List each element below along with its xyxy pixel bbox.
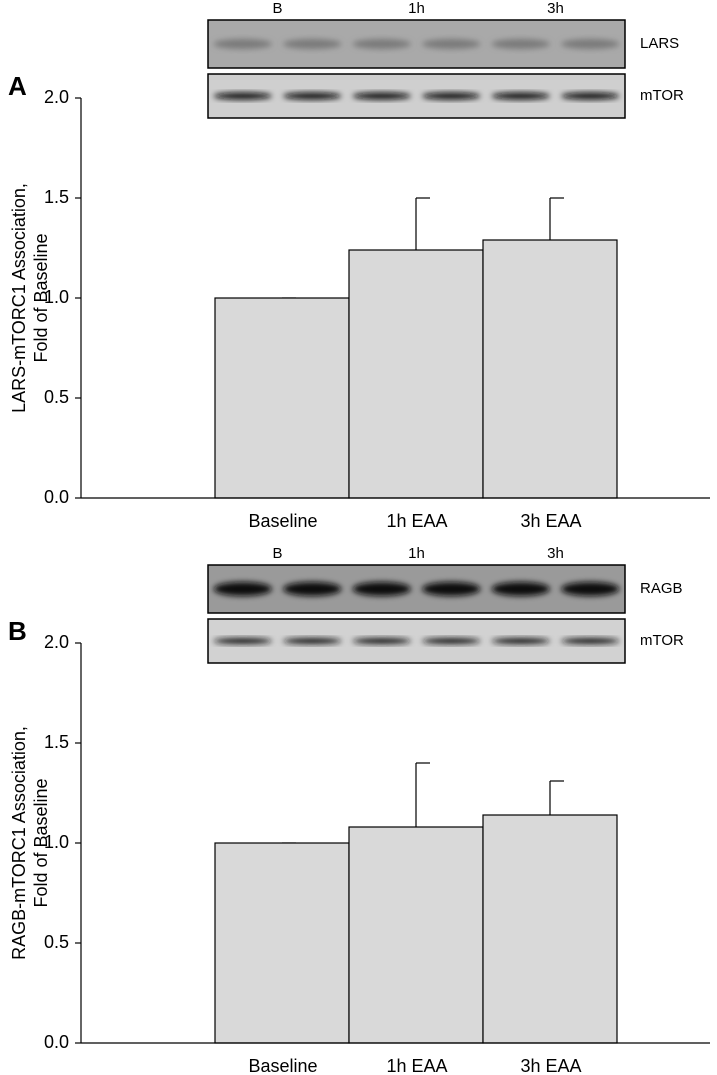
blot-frame: [207, 618, 626, 664]
blot-band: [491, 582, 550, 596]
y-axis-label: Fold of Baseline: [31, 778, 51, 907]
blot-background: [208, 565, 625, 613]
blot-band: [422, 39, 481, 49]
lane-label: 3h: [547, 0, 564, 17]
bar: [214, 842, 350, 1044]
y-axis-label: LARS-mTORC1 Association,: [9, 183, 29, 413]
blot-band: [491, 39, 550, 49]
panel-letter: B: [8, 616, 27, 646]
y-tick-label: 1.5: [44, 732, 69, 752]
blot-band: [561, 638, 620, 644]
blot-band: [422, 92, 481, 100]
blot-band: [213, 92, 272, 100]
lane-label: 3h: [547, 545, 564, 562]
bar: [348, 249, 484, 499]
panel-letter: A: [8, 71, 27, 101]
y-tick-label: 2.0: [44, 87, 69, 107]
band-label: mTOR: [640, 632, 684, 649]
y-tick-label: 1.5: [44, 187, 69, 207]
blot-band: [213, 39, 272, 49]
lane-label: 1h: [408, 0, 425, 17]
y-tick-label: 0.0: [44, 487, 69, 507]
blot-band: [283, 638, 342, 644]
y-tick-label: 1.0: [44, 287, 69, 307]
blot-band: [283, 582, 342, 596]
band-label: LARS: [640, 35, 679, 52]
bar: [348, 826, 484, 1044]
blot-band: [561, 39, 620, 49]
blot-band: [561, 92, 620, 100]
blot-band: [283, 92, 342, 100]
x-tick-label: 1h EAA: [386, 511, 447, 531]
blot-band: [352, 582, 411, 596]
bar: [482, 239, 618, 499]
blot-band: [283, 39, 342, 49]
x-tick-label: Baseline: [248, 511, 317, 531]
y-axis-label: Fold of Baseline: [31, 233, 51, 362]
blot-band: [491, 638, 550, 644]
blot-frame: [207, 564, 626, 614]
blot-background: [208, 74, 625, 118]
x-tick-label: 3h EAA: [520, 1056, 581, 1075]
blot-band: [422, 638, 481, 644]
blot-band: [352, 39, 411, 49]
band-label: RAGB: [640, 580, 683, 597]
x-tick-label: Baseline: [248, 1056, 317, 1075]
blot-band: [491, 92, 550, 100]
blot-band: [352, 638, 411, 644]
blot-band: [422, 582, 481, 596]
y-tick-label: 2.0: [44, 632, 69, 652]
y-tick-label: 1.0: [44, 832, 69, 852]
lane-label: B: [272, 545, 282, 562]
x-tick-label: 3h EAA: [520, 511, 581, 531]
bar: [482, 814, 618, 1044]
x-tick-label: 1h EAA: [386, 1056, 447, 1075]
lane-label: B: [272, 0, 282, 17]
band-label: mTOR: [640, 87, 684, 104]
blot-band: [352, 92, 411, 100]
blot-band: [213, 638, 272, 644]
y-tick-label: 0.5: [44, 932, 69, 952]
y-tick-label: 0.5: [44, 387, 69, 407]
bar: [214, 297, 350, 499]
y-axis-label: RAGB-mTORC1 Association,: [9, 726, 29, 960]
lane-label: 1h: [408, 545, 425, 562]
blot-background: [208, 619, 625, 663]
blot-band: [213, 582, 272, 596]
blot-band: [561, 582, 620, 596]
blot-frame: [207, 73, 626, 119]
blot-frame: [207, 19, 626, 69]
y-tick-label: 0.0: [44, 1032, 69, 1052]
blot-background: [208, 20, 625, 68]
